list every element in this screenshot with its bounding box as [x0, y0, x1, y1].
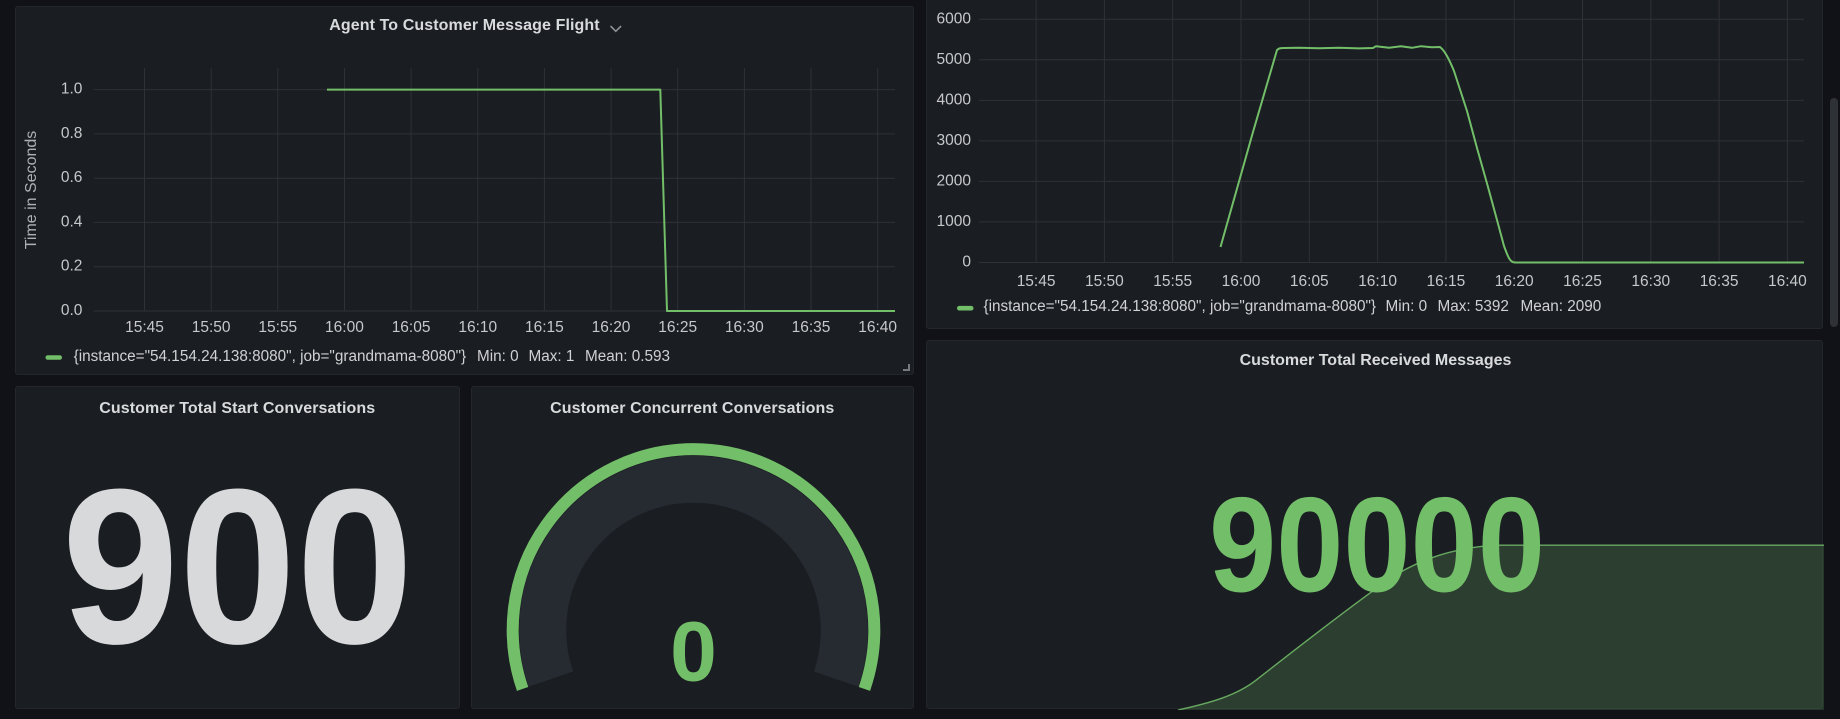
- svg-text:0.8: 0.8: [61, 125, 83, 142]
- svg-text:16:30: 16:30: [1631, 273, 1670, 290]
- svg-text:6000: 6000: [937, 10, 972, 27]
- svg-text:16:05: 16:05: [392, 319, 431, 336]
- svg-text:16:20: 16:20: [1495, 273, 1534, 290]
- svg-text:Mean: 2090: Mean: 2090: [1521, 298, 1602, 315]
- svg-text:16:40: 16:40: [858, 319, 897, 336]
- svg-text:15:55: 15:55: [258, 319, 297, 336]
- svg-text:Max: 5392: Max: 5392: [1438, 298, 1509, 315]
- svg-text:Mean: 0.593: Mean: 0.593: [585, 348, 670, 365]
- svg-text:3000: 3000: [937, 132, 972, 149]
- svg-text:16:25: 16:25: [658, 319, 697, 336]
- svg-text:900: 900: [62, 442, 414, 690]
- svg-text:16:30: 16:30: [725, 319, 764, 336]
- svg-text:16:10: 16:10: [458, 319, 497, 336]
- svg-text:16:15: 16:15: [525, 319, 564, 336]
- svg-text:0.2: 0.2: [61, 258, 83, 275]
- svg-text:16:35: 16:35: [792, 319, 831, 336]
- svg-text:16:15: 16:15: [1427, 273, 1466, 290]
- svg-text:0: 0: [670, 605, 717, 699]
- svg-text:0: 0: [962, 253, 971, 270]
- svg-text:16:00: 16:00: [1222, 273, 1261, 290]
- svg-text:16:05: 16:05: [1290, 273, 1329, 290]
- svg-text:90000: 90000: [1209, 469, 1545, 620]
- svg-text:5000: 5000: [937, 51, 972, 68]
- svg-text:16:25: 16:25: [1563, 273, 1602, 290]
- svg-text:0.0: 0.0: [61, 302, 83, 319]
- svg-text:16:00: 16:00: [325, 319, 364, 336]
- svg-text:Customer Total Received Messag: Customer Total Received Messages: [1240, 352, 1512, 369]
- svg-text:Min: 0: Min: 0: [477, 348, 519, 365]
- svg-text:15:45: 15:45: [125, 319, 164, 336]
- svg-text:16:40: 16:40: [1768, 273, 1807, 290]
- svg-text:16:35: 16:35: [1700, 273, 1739, 290]
- svg-text:Time in Seconds: Time in Seconds: [23, 131, 40, 250]
- svg-text:0.4: 0.4: [61, 213, 83, 230]
- svg-text:15:45: 15:45: [1017, 273, 1056, 290]
- svg-text:16:10: 16:10: [1358, 273, 1397, 290]
- svg-text:4000: 4000: [937, 91, 972, 108]
- svg-text:2000: 2000: [937, 172, 972, 189]
- svg-text:{instance="54.154.24.138:8080": {instance="54.154.24.138:8080", job="gra…: [984, 298, 1377, 315]
- svg-text:Min: 0: Min: 0: [1386, 298, 1428, 315]
- svg-text:1000: 1000: [937, 213, 972, 230]
- svg-text:15:55: 15:55: [1153, 273, 1192, 290]
- svg-text:0.6: 0.6: [61, 169, 83, 186]
- svg-text:Max: 1: Max: 1: [529, 348, 575, 365]
- svg-text:15:50: 15:50: [192, 319, 231, 336]
- svg-text:15:50: 15:50: [1085, 273, 1124, 290]
- svg-text:1.0: 1.0: [61, 81, 83, 98]
- svg-text:{instance="54.154.24.138:8080": {instance="54.154.24.138:8080", job="gra…: [74, 348, 467, 365]
- svg-text:16:20: 16:20: [592, 319, 631, 336]
